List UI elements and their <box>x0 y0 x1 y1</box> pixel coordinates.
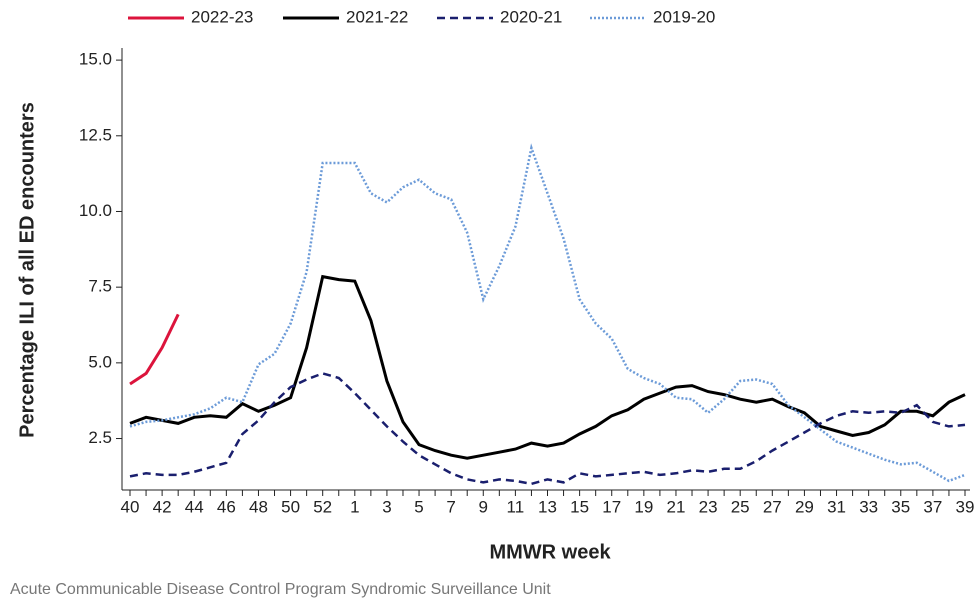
x-tick-label: 23 <box>699 497 718 516</box>
series-line <box>129 274 966 460</box>
x-tick-label: 27 <box>763 497 782 516</box>
x-tick-label: 13 <box>538 497 557 516</box>
x-tick-label: 48 <box>249 497 268 516</box>
x-tick-label: 50 <box>281 497 300 516</box>
x-tick-label: 9 <box>479 497 488 516</box>
x-tick-label: 19 <box>634 497 653 516</box>
x-tick-label: 39 <box>956 497 975 516</box>
x-tick-label: 33 <box>859 497 878 516</box>
x-tick-label: 15 <box>570 497 589 516</box>
x-tick-label: 11 <box>507 497 525 516</box>
series-line <box>129 313 180 386</box>
legend-label: 2019-20 <box>653 7 715 26</box>
legend-label: 2020-21 <box>500 7 562 26</box>
legend-label: 2022-23 <box>191 7 253 26</box>
x-tick-label: 21 <box>667 497 686 516</box>
x-tick-label: 52 <box>313 497 332 516</box>
x-tick-label: 5 <box>414 497 423 516</box>
x-tick-label: 25 <box>731 497 750 516</box>
y-tick-label: 7.5 <box>88 277 112 296</box>
series-line <box>129 372 966 486</box>
x-tick-label: 7 <box>446 497 455 516</box>
series-line <box>129 143 966 483</box>
x-tick-label: 35 <box>891 497 910 516</box>
y-tick-label: 12.5 <box>79 125 112 144</box>
y-tick-label: 15.0 <box>79 50 112 69</box>
y-tick-label: 2.5 <box>88 428 112 447</box>
x-tick-label: 44 <box>185 497 204 516</box>
x-tick-label: 3 <box>382 497 391 516</box>
y-tick-label: 5.0 <box>88 352 112 371</box>
x-tick-label: 17 <box>602 497 621 516</box>
y-tick-label: 10.0 <box>79 201 112 220</box>
x-tick-label: 1 <box>350 497 359 516</box>
legend-label: 2021-22 <box>346 7 408 26</box>
x-tick-label: 31 <box>827 497 846 516</box>
source-note: Acute Communicable Disease Control Progr… <box>10 581 551 598</box>
x-tick-label: 37 <box>923 497 942 516</box>
x-tick-label: 29 <box>795 497 814 516</box>
x-tick-label: 42 <box>153 497 172 516</box>
y-axis-title: Percentage ILI of all ED encounters <box>16 102 38 438</box>
x-tick-label: 40 <box>121 497 140 516</box>
x-tick-label: 46 <box>217 497 236 516</box>
x-axis-title: MMWR week <box>489 541 611 563</box>
